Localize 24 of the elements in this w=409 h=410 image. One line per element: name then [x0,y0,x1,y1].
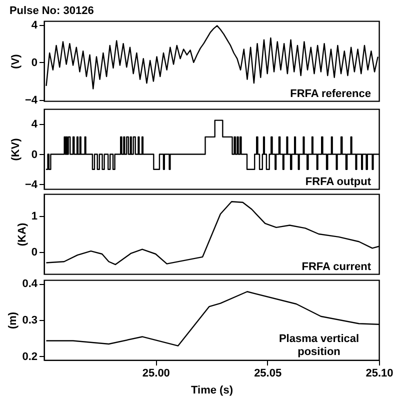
y-tick-label: 0.4 [22,278,38,290]
series-label: FRFA current [302,261,372,273]
series-label: FRFA reference [290,88,371,100]
y-axis-title: (KA) [16,222,28,246]
y-tick-label: 0.2 [22,350,38,363]
y-tick-label: 1 [31,210,38,222]
x-tick-label: 25.00 [142,368,170,380]
series-label: FRFA output [305,176,372,188]
y-tick-label: 4 [31,19,38,32]
y-axis-title: (m) [7,312,20,330]
y-tick-label: 4 [31,118,38,131]
y-axis-title: (KV) [10,138,22,161]
x-axis-title: Time (s) [191,384,234,396]
y-tick-label: 0 [31,246,38,259]
y-axis-title: (V) [10,54,22,69]
y-tick-label: 0.3 [22,314,38,326]
y-tick-label: 0 [31,56,38,69]
x-tick-label: 25.05 [254,368,282,380]
y-tick-label: −4 [24,178,38,191]
x-tick-label: 25.10 [366,368,394,380]
series-label: Plasma vertical position [278,333,360,358]
chart-title: Pulse No: 30126 [9,4,94,17]
y-tick-label: 0 [31,148,38,161]
y-tick-label: −4 [24,94,38,107]
